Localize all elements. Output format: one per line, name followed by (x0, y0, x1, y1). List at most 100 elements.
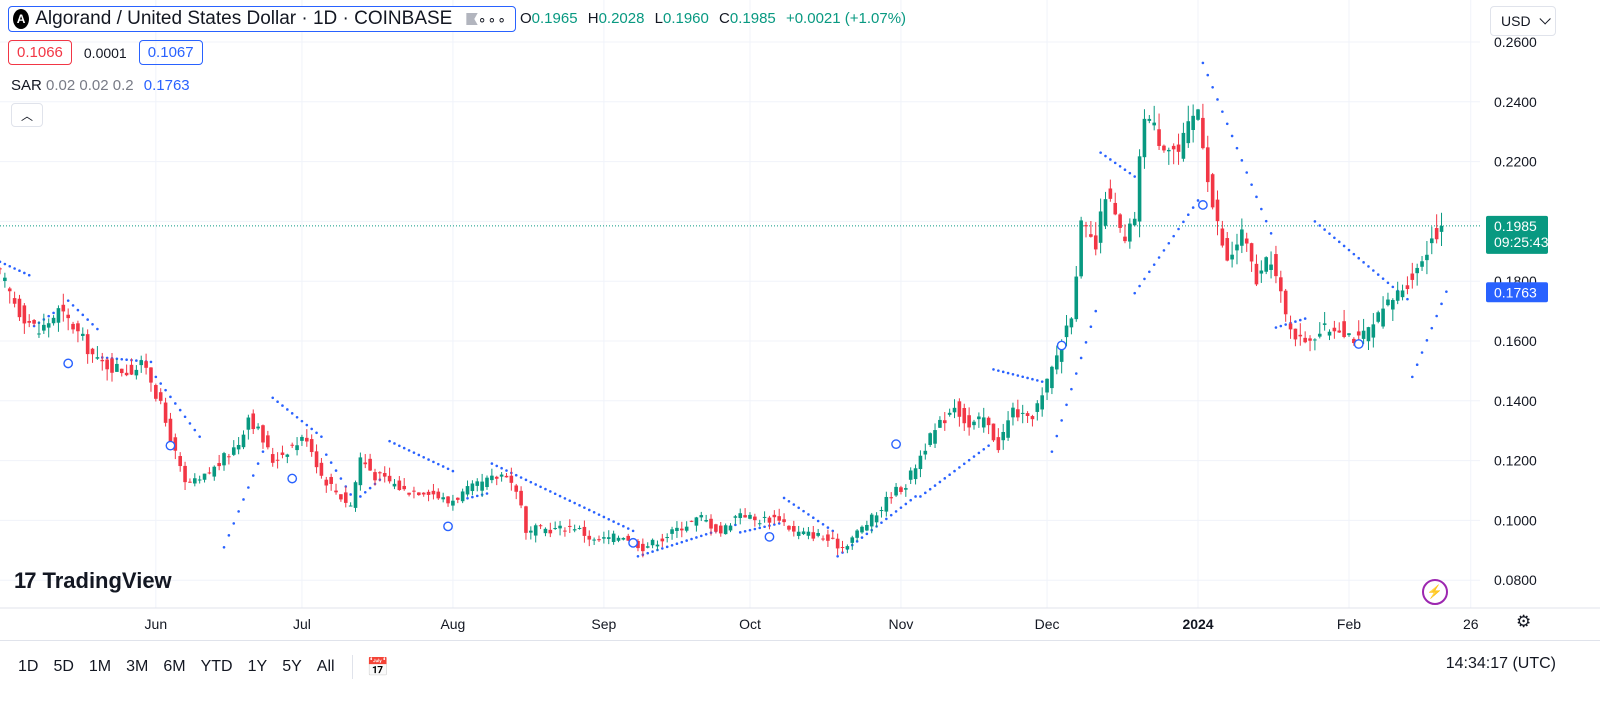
collapse-legend-button[interactable]: ︿ (11, 103, 43, 127)
symbol-legend[interactable]: A Algorand / United States Dollar · 1D ·… (8, 6, 516, 32)
candle (1011, 402, 1015, 426)
candle-body (110, 358, 114, 373)
candle-body (183, 465, 187, 483)
candle-body (1386, 299, 1390, 306)
candle-body (251, 413, 256, 430)
candle (1322, 312, 1327, 331)
sar-dot (247, 486, 250, 489)
utc-clock[interactable]: 14:34:17 (UTC) (1445, 655, 1556, 672)
indicator-value: 0.1763 (143, 77, 190, 94)
candle (670, 526, 674, 540)
candle (90, 347, 95, 363)
candle (1167, 147, 1171, 165)
candle (504, 473, 509, 478)
indicator-legend-sar[interactable]: SAR 0.02 0.02 0.2 0.1763 (11, 77, 190, 94)
sell-price-button[interactable]: 0.1066 (8, 40, 72, 65)
sar-dot (1113, 161, 1117, 165)
candle-body (441, 497, 445, 500)
candle (1084, 221, 1088, 238)
candle-body (1040, 395, 1044, 410)
sar-dot (178, 408, 182, 412)
sar-dot (1372, 269, 1375, 272)
candle-body (1230, 254, 1234, 260)
sar-dot (193, 428, 197, 432)
currency-select[interactable]: USD (1490, 6, 1556, 36)
price-axis[interactable]: 0.26000.24000.22000.18000.16000.14000.12… (1494, 34, 1537, 588)
candle-body (0, 268, 2, 270)
sar-reversal-marker (1353, 339, 1364, 349)
sar-dot (1128, 171, 1132, 175)
range-ytd[interactable]: YTD (200, 658, 233, 675)
sar-dot (602, 515, 606, 519)
candle-body (1400, 290, 1405, 298)
candle (1342, 309, 1346, 339)
sar-dot (286, 408, 289, 411)
range-1y[interactable]: 1Y (247, 658, 268, 675)
candle-body (1337, 330, 1342, 333)
candle (577, 525, 582, 530)
range-3m[interactable]: 3M (126, 658, 149, 675)
time-tick-label: Sep (591, 616, 616, 632)
tradingview-logo[interactable]: 17 TradingView (14, 568, 172, 594)
candle (1313, 338, 1317, 351)
symbol-title[interactable]: Algorand / United States Dollar · 1D · C… (35, 8, 453, 29)
sar-dot (300, 419, 304, 423)
more-options-icon[interactable]: ∘∘∘ (477, 10, 507, 27)
range-1m[interactable]: 1M (88, 658, 112, 675)
time-axis[interactable]: Jun Jul Aug Sep Oct Nov Dec 2024 Feb 26 (145, 616, 1479, 632)
candle-body (1269, 264, 1273, 270)
range-all[interactable]: All (316, 658, 335, 675)
candle-body (12, 298, 17, 304)
candle (1035, 400, 1040, 421)
candle (1171, 143, 1176, 165)
candle (816, 528, 820, 538)
candle (689, 520, 694, 523)
candle (290, 442, 294, 449)
candle (85, 329, 90, 364)
candle (728, 523, 733, 533)
candle-body (957, 401, 962, 417)
calendar-goto-icon[interactable]: 📅 (366, 656, 389, 677)
candle (616, 535, 621, 543)
candle-body (431, 490, 436, 495)
range-1d[interactable]: 1D (18, 658, 39, 675)
sar-dot (1225, 122, 1229, 126)
sar-dot (1016, 374, 1020, 377)
gear-icon[interactable]: ⚙ (1516, 612, 1532, 631)
buy-price-button[interactable]: 0.1067 (138, 40, 203, 65)
sar-dot (0, 260, 2, 264)
candle-body (918, 455, 923, 470)
candle-body (567, 525, 572, 527)
price-chart[interactable]: 0.26000.24000.22000.18000.16000.14000.12… (0, 0, 1600, 640)
range-5y[interactable]: 5Y (282, 658, 302, 675)
sar-dot (695, 536, 698, 539)
candle-body (1405, 285, 1410, 290)
candle-series[interactable] (0, 103, 1444, 558)
candle (1045, 378, 1049, 401)
sar-dot (1133, 291, 1137, 295)
candle (460, 488, 465, 504)
range-5d[interactable]: 5D (53, 658, 74, 675)
sar-dot (1294, 320, 1297, 323)
sar-dot (836, 554, 839, 558)
candle (840, 540, 845, 553)
range-6m[interactable]: 6M (163, 658, 186, 675)
sar-dot (417, 453, 421, 457)
sar-dot (305, 423, 309, 427)
candle (183, 461, 187, 491)
candle (353, 480, 358, 512)
candle-body (533, 525, 538, 536)
sar-dot (154, 375, 158, 379)
candle-body (509, 475, 514, 483)
sar-dot (563, 497, 567, 500)
flag-icon[interactable] (466, 13, 478, 25)
candle-body (217, 463, 221, 467)
sar-dot (738, 531, 742, 534)
sar-dot (690, 537, 693, 541)
candle-body (680, 528, 684, 531)
sar-dot (320, 435, 323, 438)
candle-body (981, 417, 986, 428)
sar-dot (412, 451, 416, 454)
lightning-icon[interactable]: ⚡ (1422, 579, 1448, 605)
sar-dot (1420, 351, 1424, 354)
